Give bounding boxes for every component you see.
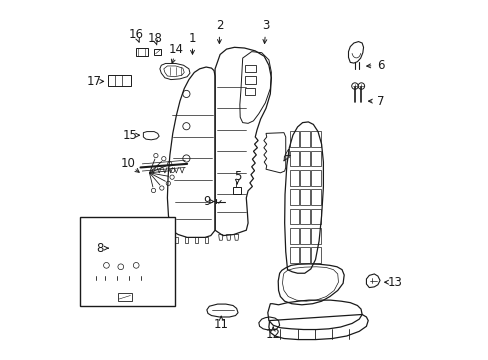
- Text: 3: 3: [262, 19, 269, 32]
- Text: 17: 17: [86, 75, 101, 88]
- Bar: [80, 217, 175, 306]
- Bar: [300, 247, 309, 263]
- Bar: [300, 170, 309, 186]
- Bar: [154, 49, 161, 55]
- Bar: [289, 131, 298, 147]
- Text: 4: 4: [283, 148, 291, 161]
- Text: 18: 18: [147, 32, 162, 45]
- Bar: [289, 150, 298, 166]
- Bar: [310, 247, 320, 263]
- Bar: [300, 150, 309, 166]
- Bar: [310, 131, 320, 147]
- Bar: [289, 170, 298, 186]
- Text: 2: 2: [215, 19, 223, 32]
- Text: 8: 8: [97, 242, 104, 255]
- Bar: [310, 228, 320, 244]
- Bar: [244, 64, 255, 72]
- Bar: [244, 76, 255, 84]
- Bar: [289, 228, 298, 244]
- Text: 14: 14: [168, 42, 183, 55]
- Text: 1: 1: [188, 32, 196, 45]
- Bar: [244, 88, 255, 95]
- Bar: [310, 170, 320, 186]
- Bar: [107, 75, 131, 86]
- Bar: [310, 189, 320, 205]
- Bar: [300, 189, 309, 205]
- Bar: [118, 293, 132, 301]
- Bar: [310, 150, 320, 166]
- Bar: [289, 209, 298, 225]
- Text: 11: 11: [213, 318, 228, 331]
- Text: 6: 6: [376, 59, 384, 72]
- Text: 10: 10: [120, 157, 135, 170]
- Text: 16: 16: [128, 28, 143, 41]
- Bar: [136, 48, 147, 56]
- Text: 7: 7: [376, 95, 384, 108]
- Text: 15: 15: [123, 129, 138, 142]
- Bar: [289, 189, 298, 205]
- Bar: [300, 209, 309, 225]
- Bar: [289, 247, 298, 263]
- Bar: [310, 209, 320, 225]
- Text: 9: 9: [203, 195, 210, 208]
- Bar: [300, 228, 309, 244]
- Bar: [233, 187, 241, 194]
- Text: 13: 13: [387, 276, 402, 289]
- Bar: [300, 131, 309, 147]
- Text: 5: 5: [233, 170, 241, 183]
- Text: 12: 12: [265, 328, 280, 341]
